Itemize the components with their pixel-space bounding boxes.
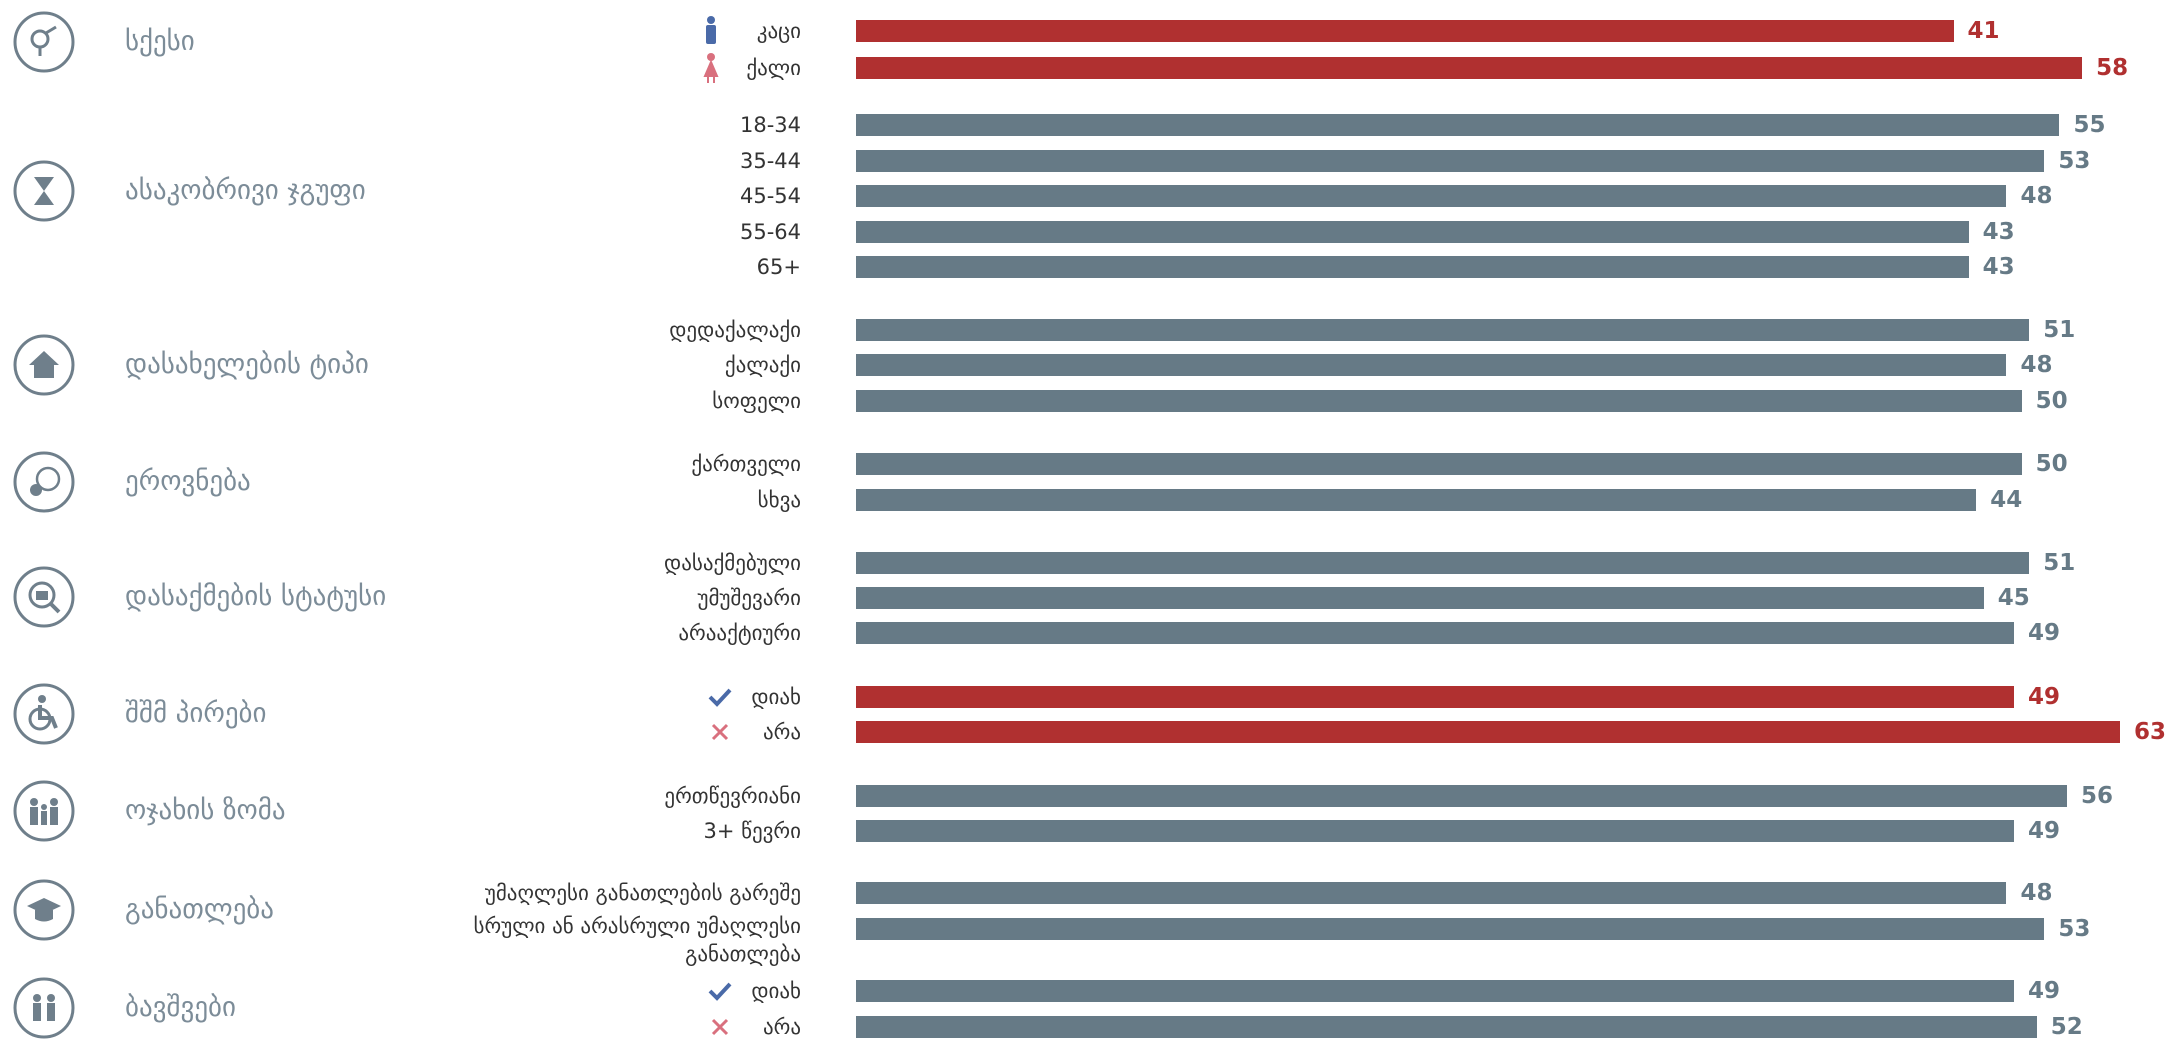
row-marker	[708, 688, 732, 707]
row-marker	[706, 16, 716, 44]
value-label: 49	[2028, 818, 2061, 844]
row-marker	[711, 723, 729, 741]
bar	[856, 20, 1954, 42]
bar	[856, 686, 2015, 708]
group-icon	[13, 451, 75, 513]
bar	[856, 1016, 2037, 1038]
bar	[856, 319, 2030, 341]
value-label: 43	[1982, 219, 2015, 245]
category-label: ქართველი	[691, 452, 801, 476]
bar	[856, 552, 2030, 574]
row-marker	[708, 982, 732, 1001]
bar	[856, 185, 2007, 207]
category-label: სხვა	[757, 488, 801, 512]
category-label: არა	[762, 720, 801, 744]
group-name: ეროვნება	[125, 466, 251, 497]
group-icon	[13, 780, 75, 842]
group-icon	[13, 566, 75, 628]
category-label: 65+	[756, 255, 801, 279]
bar	[856, 390, 2022, 412]
value-label: 45	[1997, 585, 2030, 611]
value-label: 58	[2096, 55, 2129, 81]
value-label: 51	[2043, 550, 2076, 576]
value-label: 53	[2058, 148, 2091, 174]
value-label: 48	[2020, 352, 2053, 378]
category-label: დიახ	[751, 979, 801, 1003]
row-marker	[703, 53, 719, 83]
bar	[856, 918, 2045, 940]
bar	[856, 882, 2007, 904]
group-icon	[13, 334, 75, 396]
bar	[856, 622, 2015, 644]
group-name: დასახელების ტიპი	[125, 349, 369, 380]
category-label: დედაქალაქი	[669, 318, 801, 342]
value-label: 56	[2081, 783, 2114, 809]
category-label: სრული ან არასრული უმაღლესი განათლება	[473, 914, 801, 967]
category-label: 55-64	[739, 220, 801, 244]
bar	[856, 57, 2083, 79]
value-label: 63	[2134, 719, 2167, 745]
value-label: 49	[2028, 620, 2061, 646]
value-label: 44	[1990, 487, 2023, 513]
category-label: 3+ წევრი	[703, 819, 801, 843]
value-label: 41	[1967, 18, 2000, 44]
category-label: კაცი	[756, 19, 801, 43]
group-name: ასაკობრივი ჯგუფი	[125, 175, 366, 206]
category-label: უმუშევარი	[697, 586, 801, 610]
value-label: 48	[2020, 183, 2053, 209]
row-marker	[711, 1018, 729, 1036]
value-label: 49	[2028, 684, 2061, 710]
bar	[856, 256, 1969, 278]
bar	[856, 150, 2045, 172]
bar	[856, 354, 2007, 376]
bar	[856, 114, 2060, 136]
group-icon	[13, 683, 75, 745]
group-name: სქესი	[125, 26, 195, 57]
group-icon	[13, 977, 75, 1039]
bar	[856, 453, 2022, 475]
bar	[856, 820, 2015, 842]
category-label: ქალაქი	[724, 353, 801, 377]
group-name: დასაქმების სტატუსი	[125, 581, 387, 612]
category-label: 18-34	[739, 113, 801, 137]
value-label: 48	[2020, 880, 2053, 906]
group-name: შშმ პირები	[125, 698, 267, 729]
category-label: დასაქმებული	[664, 551, 801, 575]
value-label: 50	[2035, 388, 2068, 414]
bar	[856, 785, 2068, 807]
category-label: ქალი	[746, 56, 801, 80]
value-label: 55	[2073, 112, 2106, 138]
category-label: 45-54	[739, 184, 801, 208]
value-label: 43	[1982, 254, 2015, 280]
group-icon	[13, 879, 75, 941]
category-label: ერთწევრიანი	[664, 784, 801, 808]
value-label: 53	[2058, 916, 2091, 942]
group-icon	[13, 160, 75, 222]
category-label: უმაღლესი განათლების გარეშე	[484, 881, 801, 905]
value-label: 51	[2043, 317, 2076, 343]
bar	[856, 980, 2015, 1002]
group-name: ოჯახის ზომა	[125, 795, 286, 826]
bar	[856, 489, 1977, 511]
category-label: არა	[762, 1015, 801, 1039]
value-label: 52	[2050, 1014, 2083, 1040]
group-name: ბავშვები	[125, 992, 237, 1023]
category-label: არააქტიური	[678, 621, 801, 645]
bar	[856, 721, 2121, 743]
value-label: 50	[2035, 451, 2068, 477]
bar	[856, 221, 1969, 243]
group-icon	[13, 11, 75, 73]
category-label: სოფელი	[712, 389, 801, 413]
category-label: დიახ	[751, 685, 801, 709]
group-name: განათლება	[125, 894, 274, 925]
bar	[856, 587, 1984, 609]
value-label: 49	[2028, 978, 2061, 1004]
category-label: 35-44	[739, 149, 801, 173]
